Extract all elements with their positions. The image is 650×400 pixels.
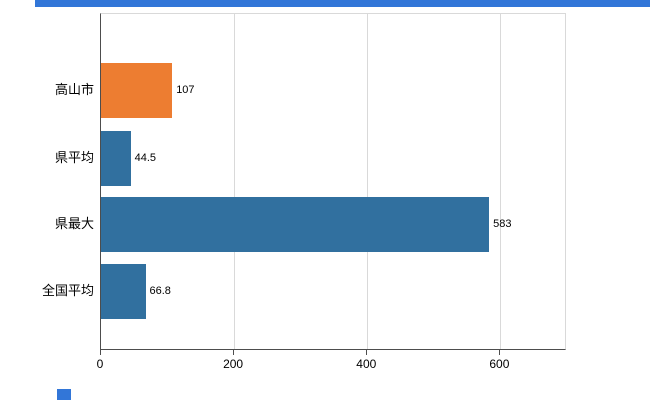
bar-4 — [101, 264, 146, 319]
bottom-left-accent-square — [57, 389, 71, 400]
category-label: 高山市 — [54, 82, 94, 97]
x-axis-tick — [100, 350, 101, 355]
x-axis-tick — [366, 350, 368, 355]
bar-2 — [101, 131, 131, 186]
x-axis-tick-label: 200 — [223, 357, 244, 371]
gridline — [500, 14, 502, 349]
bar-value-label: 583 — [493, 218, 512, 230]
x-axis-tick-label: 0 — [96, 357, 104, 371]
bar-3 — [101, 197, 490, 252]
x-axis-tick-label: 600 — [489, 357, 510, 371]
category-label: 県平均 — [54, 150, 94, 165]
top-accent-bar — [35, 0, 650, 7]
plot-area: 107 44.5 583 66.8 — [100, 13, 566, 350]
gridline — [234, 14, 236, 349]
x-axis-tick — [499, 350, 501, 355]
x-axis-tick-label: 400 — [356, 357, 377, 371]
bar-1 — [101, 63, 173, 118]
category-label: 全国平均 — [41, 283, 94, 298]
bar-value-label: 66.8 — [149, 285, 171, 297]
category-label: 県最大 — [54, 216, 94, 231]
x-axis-tick — [233, 350, 235, 355]
gridline — [367, 14, 369, 349]
bar-value-label: 107 — [176, 84, 195, 96]
bar-value-label: 44.5 — [134, 152, 157, 164]
